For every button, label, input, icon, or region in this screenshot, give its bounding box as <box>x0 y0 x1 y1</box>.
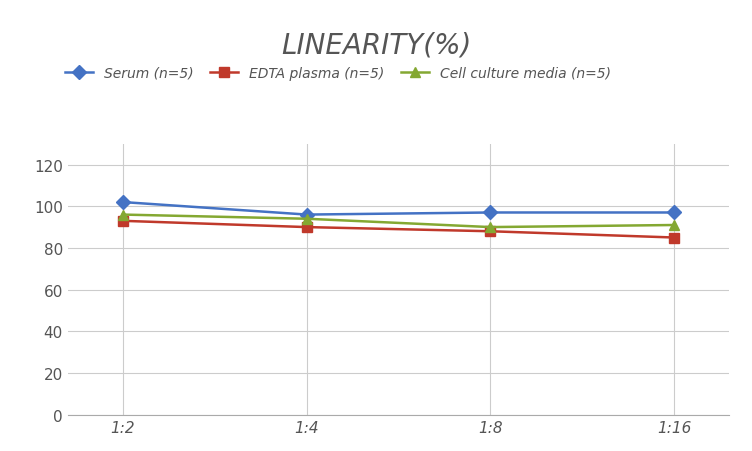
Line: Cell culture media (n=5): Cell culture media (n=5) <box>118 210 679 232</box>
Legend: Serum (n=5), EDTA plasma (n=5), Cell culture media (n=5): Serum (n=5), EDTA plasma (n=5), Cell cul… <box>59 61 617 86</box>
Cell culture media (n=5) <box>486 225 495 230</box>
Line: EDTA plasma (n=5): EDTA plasma (n=5) <box>118 216 679 243</box>
Cell culture media (n=5) <box>302 216 311 222</box>
Text: LINEARITY(%): LINEARITY(%) <box>280 32 472 60</box>
Serum (n=5) <box>670 210 679 216</box>
Line: Serum (n=5): Serum (n=5) <box>118 198 679 220</box>
Serum (n=5) <box>118 200 127 205</box>
EDTA plasma (n=5) <box>118 219 127 224</box>
EDTA plasma (n=5) <box>670 235 679 241</box>
EDTA plasma (n=5) <box>302 225 311 230</box>
EDTA plasma (n=5) <box>486 229 495 235</box>
Cell culture media (n=5) <box>118 212 127 218</box>
Cell culture media (n=5) <box>670 223 679 228</box>
Serum (n=5) <box>302 212 311 218</box>
Serum (n=5) <box>486 210 495 216</box>
